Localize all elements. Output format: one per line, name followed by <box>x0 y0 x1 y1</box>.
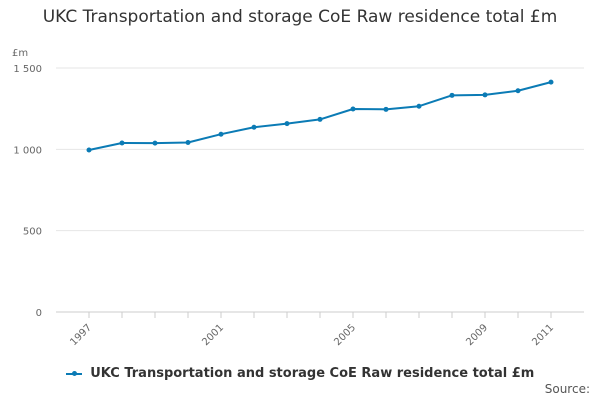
x-tick-label: 2005 <box>332 322 358 348</box>
data-point[interactable] <box>515 88 521 94</box>
x-tick-label: 2011 <box>530 322 556 348</box>
y-axis-unit-label: £m <box>12 48 28 59</box>
data-point[interactable] <box>317 116 323 122</box>
data-point[interactable] <box>152 140 158 146</box>
y-tick-label: 1 000 <box>13 145 42 156</box>
data-point[interactable] <box>383 106 389 112</box>
data-point[interactable] <box>416 103 422 109</box>
data-point[interactable] <box>350 106 356 112</box>
legend-label: UKC Transportation and storage CoE Raw r… <box>90 366 535 381</box>
x-tick-label: 2001 <box>200 322 226 348</box>
legend[interactable]: UKC Transportation and storage CoE Raw r… <box>0 366 600 381</box>
data-point[interactable] <box>449 92 455 98</box>
gridlines <box>56 67 584 232</box>
x-tick-label: 1997 <box>68 322 94 348</box>
y-tick-label: 0 <box>36 308 42 319</box>
source-label: Source: <box>544 382 590 396</box>
data-point[interactable] <box>284 121 290 127</box>
data-point[interactable] <box>86 147 92 153</box>
data-point[interactable] <box>548 79 554 85</box>
axis-labels: £m 0 500 1 000 1 500 1997 2001 2005 2009 2011 <box>12 48 556 348</box>
data-point[interactable] <box>119 140 125 146</box>
y-tick-label: 1 500 <box>13 64 42 75</box>
chart-title: UKC Transportation and storage CoE Raw r… <box>42 7 558 27</box>
data-point[interactable] <box>251 124 257 130</box>
series <box>86 79 554 153</box>
axes <box>56 311 584 318</box>
data-point[interactable] <box>185 140 191 146</box>
legend-line-icon <box>65 369 82 379</box>
x-tick-label: 2009 <box>464 322 490 348</box>
data-point[interactable] <box>482 92 488 98</box>
series-line[interactable] <box>88 81 552 151</box>
data-point[interactable] <box>218 131 224 137</box>
y-tick-label: 500 <box>23 227 42 238</box>
